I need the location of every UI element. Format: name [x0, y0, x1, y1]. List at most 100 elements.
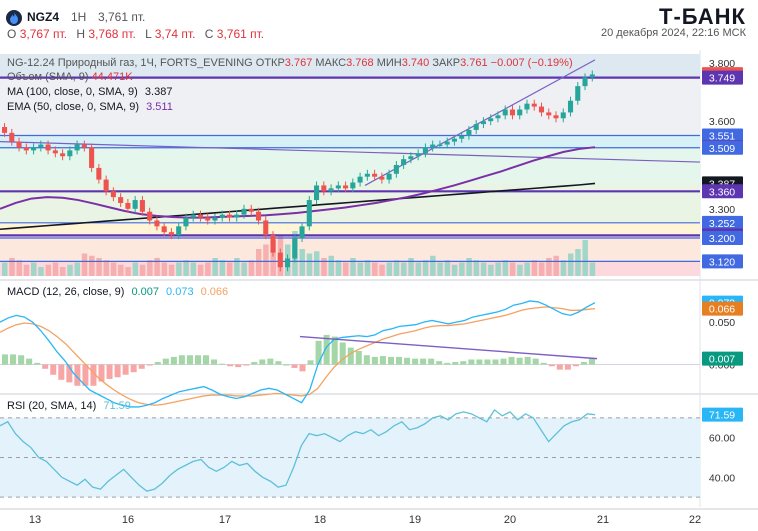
volume-bar: [401, 262, 407, 276]
candle-body: [125, 202, 131, 209]
candle-body: [299, 226, 305, 239]
candle-body: [234, 214, 240, 218]
rsi-legend[interactable]: RSI (20, SMA, 14) 71.59: [7, 400, 131, 412]
volume-bar: [321, 258, 327, 276]
macd-histogram-bar: [243, 364, 250, 366]
macd-histogram-bar: [178, 355, 185, 365]
price-axis-label: 3.551: [702, 128, 743, 143]
candle-body: [255, 211, 262, 221]
macd-axis-label-text: 0.007: [709, 354, 735, 366]
ema-legend[interactable]: EMA (50, close, 0, SMA, 9) 3.511: [7, 101, 173, 113]
macd-histogram-bar: [588, 358, 595, 365]
macd-line: [0, 300, 596, 408]
volume-legend[interactable]: Объем (SMA, 9) 44.471K: [7, 71, 133, 83]
candle-body: [517, 109, 523, 116]
price-axis-label: 3.120: [702, 254, 743, 269]
price-axis-label-bg: [702, 128, 743, 143]
volume-bar: [306, 253, 313, 276]
price-axis-label-text: 3.120: [709, 256, 735, 268]
candle-body: [292, 238, 298, 259]
volume-bar: [31, 262, 37, 276]
volume-bar: [386, 262, 393, 276]
volume-bar: [103, 260, 110, 276]
candle-body: [139, 200, 145, 212]
volume-bar: [415, 262, 422, 276]
candle-body: [459, 135, 465, 139]
macd-histogram-bar: [331, 336, 338, 365]
volume-bar: [248, 260, 255, 276]
flame-icon: [10, 12, 18, 24]
rsi-band: [0, 417, 700, 498]
rsi-axis-label-bg: [702, 407, 743, 422]
candle-body: [451, 138, 457, 142]
ma-legend[interactable]: MA (100, close, 0, SMA, 9) 3.387: [7, 86, 172, 98]
candle-body: [96, 167, 102, 180]
datetime-stamp: 20 декабря 2024, 22:16 МСК: [601, 27, 746, 39]
candle-body: [379, 176, 385, 180]
candle-body: [480, 121, 486, 125]
macd-histogram-bar: [34, 362, 41, 365]
macd-legend-v1: 0.007: [131, 286, 159, 298]
macd-histogram-bar: [138, 364, 145, 369]
price-chart[interactable]: 3.800 3.600 3.300 3.200 3.120 3.761 3.749 3.551…: [0, 50, 758, 531]
ma-legend-value: 3.387: [144, 86, 173, 98]
candle-body: [364, 173, 370, 177]
volume-bar: [154, 258, 160, 276]
candle-body: [350, 182, 356, 189]
macd-histogram-bar: [564, 364, 571, 370]
price-tick-label: 3.800: [709, 58, 735, 70]
candle-body: [466, 129, 472, 136]
price-zone-band: [0, 235, 700, 262]
volume-bar: [74, 262, 81, 276]
channel-lower-line: [0, 141, 701, 163]
macd-histogram-bar: [82, 364, 89, 386]
macd-divergence-line: [299, 335, 598, 360]
candle-body: [401, 159, 407, 165]
ema-line: [0, 146, 596, 219]
main-legend[interactable]: NG-12.24 Природный газ, 1Ч, FORTS_EVENIN…: [7, 57, 573, 69]
macd-histogram-bar: [227, 364, 234, 367]
timeframe-label[interactable]: 1H: [71, 10, 87, 24]
volume-bar: [343, 262, 349, 276]
macd-histogram-bar: [460, 361, 467, 365]
candle-body: [9, 132, 15, 142]
candle-body: [284, 258, 291, 268]
macd-histogram-bar: [98, 364, 105, 382]
macd-histogram-bar: [18, 355, 25, 365]
volume-legend-label: Объем (SMA, 9): [7, 71, 89, 83]
volume-bar: [226, 262, 233, 276]
candle-body: [393, 165, 399, 174]
macd-legend[interactable]: MACD (12, 26, close, 9) 0.007 0.073 0.06…: [7, 286, 228, 298]
candle-body: [161, 226, 167, 233]
macd-histogram-bar: [251, 362, 258, 365]
ohlc-low-label: L: [145, 27, 152, 41]
volume-bar: [139, 264, 146, 276]
volume-bar: [2, 262, 8, 276]
rsi-tick-label: 40.00: [709, 472, 735, 484]
macd-histogram-bar: [283, 364, 290, 366]
candle-body: [60, 153, 66, 157]
macd-legend-label: MACD (12, 26, close, 9): [7, 286, 125, 298]
volume-bar: [110, 262, 117, 276]
macd-histogram-bar: [154, 362, 161, 365]
candle-body: [335, 185, 341, 189]
price-axis-label: 3.749: [702, 70, 743, 85]
volume-bar: [147, 260, 153, 276]
candle-body: [168, 232, 174, 236]
time-tick-label: 18: [314, 514, 326, 526]
macd-histogram-bar: [580, 362, 587, 365]
macd-histogram-bar: [66, 364, 73, 383]
macd-histogram-bar: [170, 356, 177, 365]
macd-histogram-bar: [267, 358, 274, 365]
volume-bar: [502, 260, 509, 276]
candle-body: [495, 115, 501, 119]
candle-body: [328, 188, 334, 192]
candle-body: [270, 235, 276, 253]
macd-histogram-bar: [347, 347, 354, 365]
ticker-symbol[interactable]: NGZ4: [27, 10, 60, 24]
candle-body: [546, 112, 552, 116]
candle-body: [538, 106, 545, 113]
volume-bar: [212, 258, 218, 276]
volume-bar: [263, 244, 269, 276]
volume-bar: [538, 262, 545, 276]
